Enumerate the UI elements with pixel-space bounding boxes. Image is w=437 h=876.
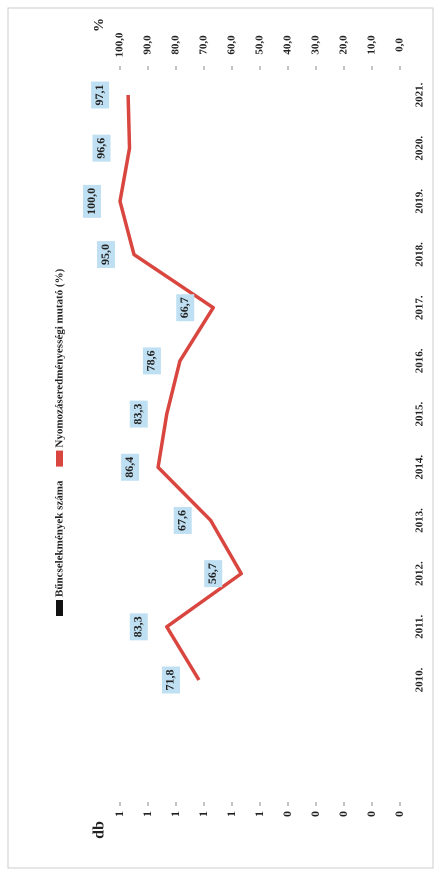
data-label-box [129,400,148,428]
y2-tick-label: 80,0 [170,35,182,55]
data-label-box [129,613,148,641]
legend-swatch [56,600,63,616]
legend-label: Bűncselekmények száma [54,480,66,597]
y2-tick-label: 60,0 [226,35,238,55]
x-tick-label: 2012. [414,561,426,586]
y2-tick-label: 20,0 [338,35,350,55]
x-tick-label: 2018. [414,242,426,267]
y2-tick-label: 40,0 [282,35,294,55]
y2-axis-title: % [92,18,107,32]
x-tick-label: 2017. [414,295,426,320]
y2-tick-label: 90,0 [142,35,154,55]
data-label: 66,7 [177,297,191,318]
y2-tick-label: 30,0 [310,35,322,55]
data-label-box [176,294,195,322]
data-label-box [91,81,110,109]
x-tick-label: 2019. [414,189,426,214]
data-label: 96,6 [93,138,107,159]
y-tick-label: 1 [196,811,210,817]
data-label: 100,0 [84,188,98,215]
y2-tick-label: 50,0 [254,35,266,55]
data-label-box [97,241,115,269]
y-tick-label: 0 [364,811,378,817]
data-label-box [83,184,101,218]
y-tick-label: 0 [280,811,294,817]
legend-swatch [56,450,63,467]
y2-tick-label: 10,0 [366,35,378,55]
y2-tick-label: 0,0 [394,38,406,52]
x-tick-label: 2015. [414,401,426,426]
data-label: 86,4 [122,457,136,478]
series-line [118,94,243,681]
data-label: 97,1 [92,85,106,106]
data-label-box [204,560,223,588]
y-tick-label: 0 [392,811,406,817]
y-tick-label: 1 [224,811,238,817]
data-label-box [142,347,161,375]
data-label-box [173,506,192,534]
data-label: 83,3 [131,404,145,425]
data-label-box [92,134,111,162]
data-label-box [121,453,140,481]
x-tick-label: 2013. [414,508,426,533]
y-tick-label: 0 [336,811,350,817]
x-tick-label: 2016. [414,348,426,373]
rotated-chart: db%000001111110,010,020,030,040,050,060,… [7,7,434,869]
x-tick-label: 2011. [414,615,426,639]
x-tick-label: 2020. [414,136,426,161]
x-tick-label: 2014. [414,455,426,480]
y-tick-label: 1 [252,811,266,817]
data-label: 56,7 [205,563,219,584]
legend-label: Nyomozáseredményességi mutató (%) [54,268,66,447]
data-label-box [161,666,180,694]
y-tick-label: 1 [168,811,182,817]
data-label: 78,6 [144,350,158,371]
data-label: 67,6 [174,510,188,531]
data-label: 95,0 [98,244,112,265]
y-axis-title: db [91,821,108,839]
y-tick-label: 1 [140,811,154,817]
y-tick-label: 0 [308,811,322,817]
x-tick-label: 2021. [414,82,426,107]
data-label: 71,8 [163,670,177,691]
y-tick-label: 1 [112,811,126,817]
x-tick-label: 2010. [414,667,426,692]
y2-tick-label: 70,0 [198,35,210,55]
data-label: 83,3 [131,616,145,637]
chart-frame [7,7,434,869]
y2-tick-label: 100,0 [114,32,126,57]
